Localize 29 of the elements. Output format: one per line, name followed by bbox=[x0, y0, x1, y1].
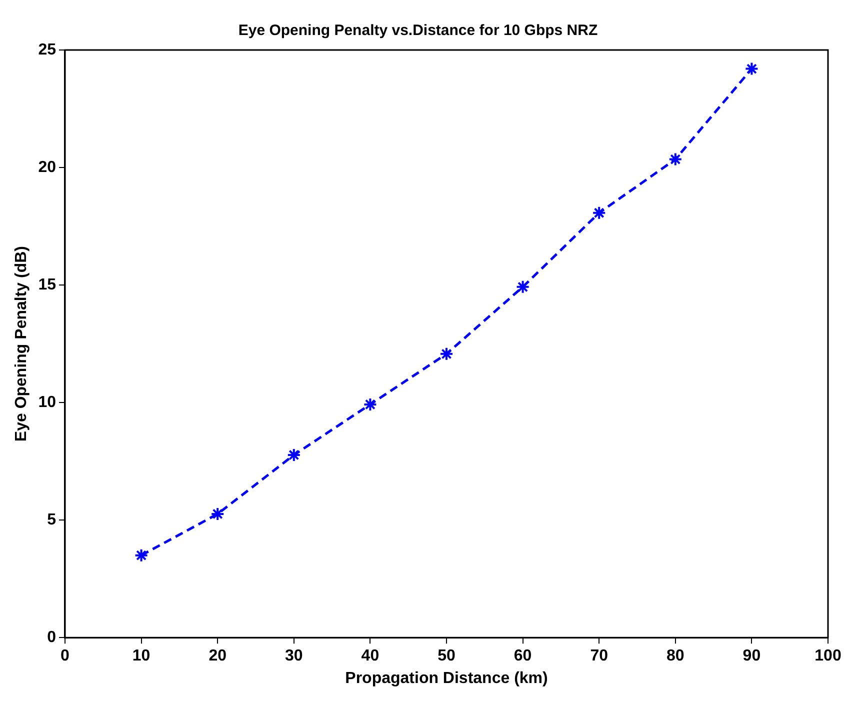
chart-title: Eye Opening Penalty vs.Distance for 10 Gbps NRZ bbox=[238, 22, 598, 40]
point bbox=[286, 448, 301, 462]
point bbox=[592, 206, 606, 220]
point bbox=[134, 548, 148, 562]
x-tick-label: 50 bbox=[438, 648, 456, 665]
point bbox=[363, 397, 378, 412]
point bbox=[668, 152, 682, 166]
x-tick-label: 30 bbox=[285, 648, 303, 665]
x-tick-label: 40 bbox=[361, 648, 380, 665]
x-axis-title: Propagation Distance (km) bbox=[345, 670, 548, 687]
y-tick-label: 15 bbox=[38, 276, 56, 294]
x-tick-label: 80 bbox=[666, 648, 684, 665]
y-tick-label: 5 bbox=[47, 511, 56, 528]
point bbox=[516, 280, 530, 294]
point bbox=[440, 346, 454, 361]
y-tick-label: 0 bbox=[47, 629, 56, 646]
y-tick-label: 10 bbox=[38, 394, 56, 411]
y-axis-title: Eye Opening Penalty (dB) bbox=[13, 246, 30, 442]
x-tick-label: 60 bbox=[514, 648, 532, 665]
x-tick-label: 100 bbox=[814, 648, 842, 665]
y-tick-label: 25 bbox=[38, 41, 56, 58]
x-tick-label: 70 bbox=[590, 648, 608, 665]
x-tick-label: 0 bbox=[60, 648, 70, 665]
y-tick-label: 20 bbox=[38, 158, 56, 176]
x-tick-label: 10 bbox=[132, 648, 150, 665]
point bbox=[744, 62, 759, 76]
x-tick-label: 20 bbox=[208, 648, 227, 665]
x-tick-label: 90 bbox=[742, 648, 761, 665]
point bbox=[210, 506, 225, 521]
